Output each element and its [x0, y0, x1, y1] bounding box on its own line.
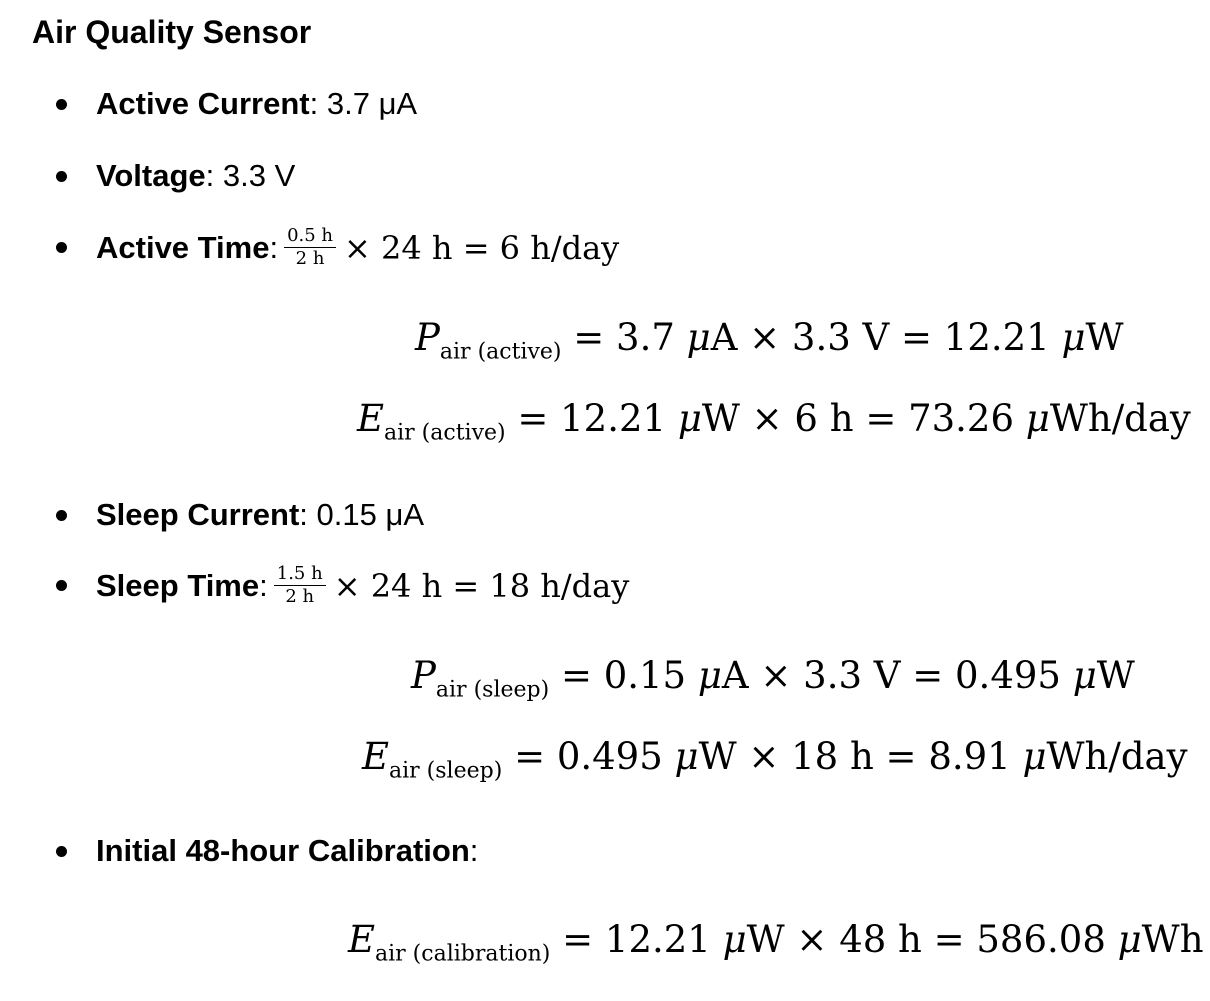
- micro-symbol: μ: [686, 316, 711, 359]
- equation-rhs: A × 3.3 V = 0.495: [721, 654, 1073, 697]
- equation-rhs: = 0.495: [514, 735, 675, 778]
- bullet-icon: [56, 98, 67, 110]
- list-item-calibration: Initial 48-hour Calibration:: [56, 833, 478, 869]
- equation-power-active: Pair (active) = 3.7 μA × 3.3 V = 12.21 μ…: [0, 316, 1210, 364]
- list-item-active-current: Active Current: 3.7 μA: [56, 86, 417, 122]
- equation-variable: E: [362, 735, 390, 778]
- list-item-active-time: Active Time: 0.5 h 2 h × 24 h = 6 h/day: [56, 226, 619, 269]
- item-separator: :: [469, 833, 479, 868]
- equation-rhs: = 3.7: [573, 316, 687, 359]
- fraction: 1.5 h 2 h: [273, 564, 326, 607]
- bullet-icon: [56, 509, 67, 521]
- equation-rhs: = 0.15: [560, 654, 698, 697]
- fraction-numerator: 0.5 h: [284, 226, 337, 248]
- equation-unit: W: [1096, 654, 1135, 697]
- item-value: 3.3 V: [222, 158, 296, 193]
- equation-subscript: air (active): [439, 339, 562, 365]
- item-label: Voltage: [96, 158, 206, 193]
- item-value: 3.7 μA: [326, 86, 418, 121]
- micro-symbol: μ: [1072, 654, 1097, 697]
- section-title: Air Quality Sensor: [32, 14, 312, 50]
- equation-unit: Wh/day: [1046, 735, 1188, 778]
- inline-math: × 24 h = 18 h/day: [333, 566, 630, 605]
- equation-rhs: W × 6 h = 73.26: [701, 397, 1026, 440]
- fraction-numerator: 1.5 h: [273, 564, 326, 586]
- equation-power-sleep: Pair (sleep) = 0.15 μA × 3.3 V = 0.495 μ…: [0, 654, 1210, 702]
- item-value: 0.15 μA: [316, 497, 425, 532]
- item-separator: :: [259, 567, 268, 603]
- item-label: Active Current: [96, 86, 310, 121]
- equation-rhs: W × 18 h = 8.91: [698, 735, 1023, 778]
- equation-rhs: = 12.21: [517, 397, 678, 440]
- fraction: 0.5 h 2 h: [284, 226, 337, 269]
- equation-subscript: air (sleep): [435, 677, 550, 703]
- item-separator: :: [205, 158, 215, 193]
- item-separator: :: [299, 497, 308, 532]
- micro-symbol: μ: [1022, 735, 1047, 778]
- item-label: Sleep Time: [96, 567, 260, 603]
- equation-energy-active: Eair (active) = 12.21 μW × 6 h = 73.26 μ…: [0, 397, 1210, 445]
- equation-subscript: air (sleep): [389, 758, 503, 784]
- equation-subscript: air (active): [384, 420, 506, 446]
- item-label: Sleep Current: [96, 497, 300, 532]
- fraction-denominator: 2 h: [295, 248, 325, 269]
- item-label: Initial 48-hour Calibration: [96, 833, 470, 868]
- equation-subscript: air (calibration): [375, 941, 551, 967]
- item-label: Active Time: [96, 229, 270, 265]
- list-item-sleep-time: Sleep Time: 1.5 h 2 h × 24 h = 18 h/day: [56, 564, 629, 607]
- bullet-icon: [56, 580, 67, 591]
- equation-rhs: A × 3.3 V = 12.21: [710, 316, 1062, 359]
- equation-energy-calibration: Eair (calibration) = 12.21 μW × 48 h = 5…: [0, 918, 1210, 966]
- equation-variable: P: [415, 316, 440, 359]
- equation-energy-sleep: Eair (sleep) = 0.495 μW × 18 h = 8.91 μW…: [0, 735, 1210, 783]
- micro-symbol: μ: [722, 918, 747, 961]
- inline-math: × 24 h = 6 h/day: [344, 228, 620, 267]
- micro-symbol: μ: [1025, 397, 1050, 440]
- equation-variable: E: [357, 397, 385, 440]
- equation-variable: E: [348, 918, 376, 961]
- item-separator: :: [309, 86, 319, 121]
- micro-symbol: μ: [677, 397, 702, 440]
- bullet-icon: [56, 170, 67, 182]
- bullet-icon: [56, 845, 67, 857]
- equation-unit: Wh: [1141, 918, 1204, 961]
- micro-symbol: μ: [1061, 316, 1086, 359]
- equation-unit: W: [1085, 316, 1124, 359]
- item-separator: :: [269, 229, 279, 265]
- micro-symbol: μ: [1117, 918, 1142, 961]
- micro-symbol: μ: [674, 735, 699, 778]
- list-item-voltage: Voltage: 3.3 V: [56, 158, 295, 194]
- equation-unit: Wh/day: [1049, 397, 1191, 440]
- micro-symbol: μ: [697, 654, 722, 697]
- list-item-sleep-current: Sleep Current: 0.15 μA: [56, 497, 424, 533]
- equation-variable: P: [411, 654, 436, 697]
- equation-rhs: = 12.21: [562, 918, 723, 961]
- bullet-icon: [56, 242, 67, 253]
- fraction-denominator: 2 h: [285, 586, 315, 607]
- equation-rhs: W × 48 h = 586.08: [746, 918, 1118, 961]
